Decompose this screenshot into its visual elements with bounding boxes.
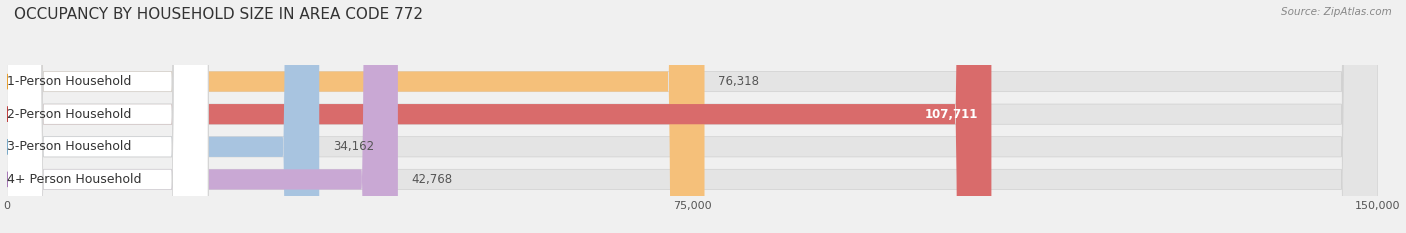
Text: OCCUPANCY BY HOUSEHOLD SIZE IN AREA CODE 772: OCCUPANCY BY HOUSEHOLD SIZE IN AREA CODE… (14, 7, 423, 22)
Text: 3-Person Household: 3-Person Household (7, 140, 131, 153)
Text: 76,318: 76,318 (718, 75, 759, 88)
FancyBboxPatch shape (7, 0, 1378, 233)
FancyBboxPatch shape (7, 0, 1378, 233)
Text: 2-Person Household: 2-Person Household (7, 108, 131, 121)
Text: 107,711: 107,711 (924, 108, 977, 121)
FancyBboxPatch shape (7, 0, 1378, 233)
FancyBboxPatch shape (7, 0, 208, 233)
Text: 4+ Person Household: 4+ Person Household (7, 173, 142, 186)
Text: 1-Person Household: 1-Person Household (7, 75, 131, 88)
FancyBboxPatch shape (7, 0, 704, 233)
FancyBboxPatch shape (7, 0, 398, 233)
Text: 42,768: 42,768 (412, 173, 453, 186)
FancyBboxPatch shape (7, 0, 208, 233)
Text: 34,162: 34,162 (333, 140, 374, 153)
FancyBboxPatch shape (7, 0, 991, 233)
FancyBboxPatch shape (7, 0, 208, 233)
FancyBboxPatch shape (7, 0, 208, 233)
FancyBboxPatch shape (7, 0, 1378, 233)
Text: Source: ZipAtlas.com: Source: ZipAtlas.com (1281, 7, 1392, 17)
FancyBboxPatch shape (7, 0, 319, 233)
